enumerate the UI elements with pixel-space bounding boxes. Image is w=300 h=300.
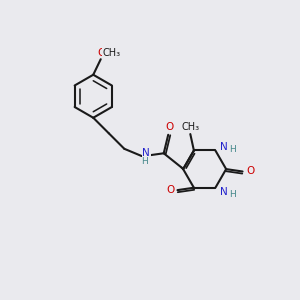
Text: N: N: [142, 148, 150, 158]
Text: O: O: [246, 167, 254, 176]
Text: N: N: [220, 142, 228, 152]
Text: CH₃: CH₃: [102, 48, 120, 58]
Text: H: H: [141, 157, 147, 166]
Text: O: O: [98, 48, 106, 58]
Text: N: N: [220, 187, 228, 197]
Text: CH₃: CH₃: [181, 122, 200, 133]
Text: O: O: [166, 185, 174, 195]
Text: O: O: [165, 122, 173, 132]
Text: H: H: [229, 145, 236, 154]
Text: H: H: [229, 190, 236, 199]
